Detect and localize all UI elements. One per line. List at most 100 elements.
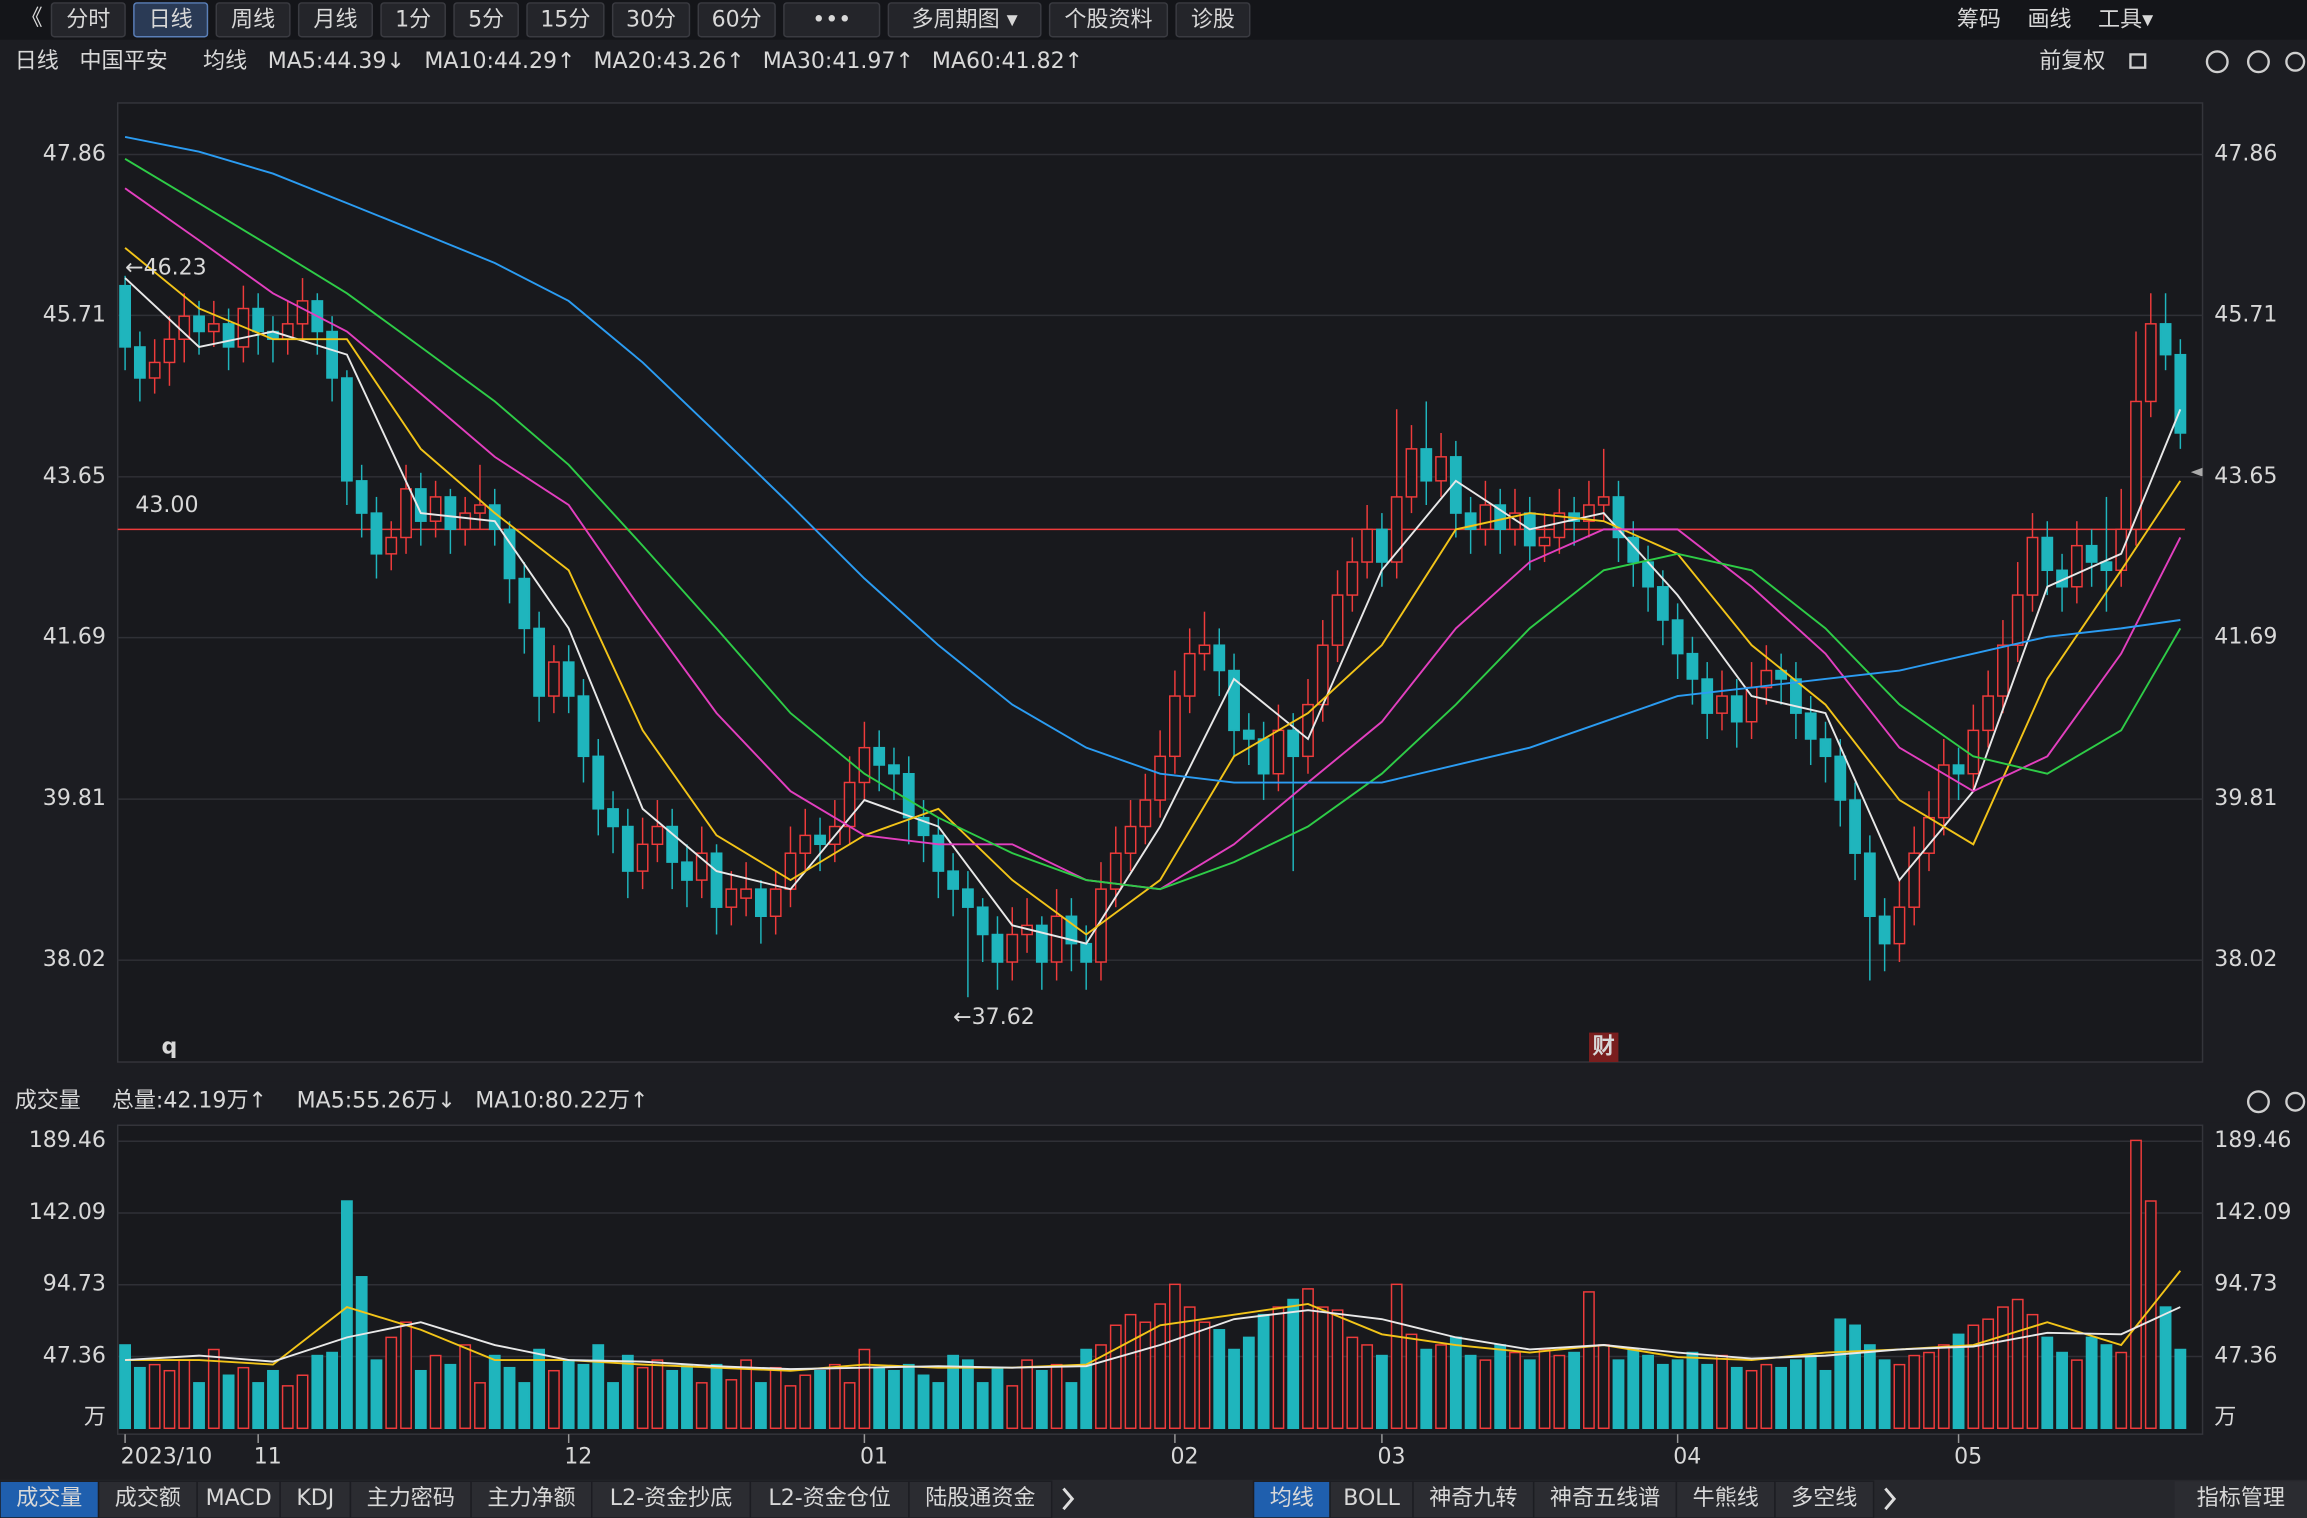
ma-tab[interactable] <box>1412 1480 1535 1518</box>
volume-bar <box>1183 1306 1196 1430</box>
y-tick-label: 142.09 <box>29 1200 106 1225</box>
toolbar-button[interactable] <box>1048 2 1169 38</box>
toolbar-tool[interactable]: 工具▾ <box>2098 8 2153 33</box>
indicator-tab-label[interactable]: 主力密码 <box>367 1486 455 1511</box>
back-button[interactable]: 《 <box>21 6 43 31</box>
indicator-tab[interactable] <box>749 1480 910 1518</box>
indicator-tab[interactable] <box>0 1480 100 1518</box>
candle-body <box>1597 496 1610 506</box>
toolbar-button[interactable] <box>887 2 1042 38</box>
toolbar-button[interactable] <box>215 2 291 38</box>
tabs-scroll[interactable] <box>1062 1487 1075 1511</box>
volume-bar <box>1612 1359 1625 1430</box>
indicator-tab-label[interactable]: L2-资金抄底 <box>610 1486 732 1511</box>
toolbar-button[interactable] <box>453 2 519 38</box>
toolbar-button-label[interactable]: 15分 <box>540 8 590 33</box>
candle-body <box>355 480 368 514</box>
adjust-mode[interactable]: 前复权 <box>2039 49 2105 74</box>
indicator-tab[interactable] <box>349 1480 472 1518</box>
ma-tab-label[interactable]: BOLL <box>1343 1486 1400 1511</box>
candle-body <box>1494 504 1507 531</box>
volume-title: 成交量 <box>15 1089 81 1114</box>
toolbar-button-label[interactable]: 个股资料 <box>1064 8 1152 33</box>
candle-body <box>2041 536 2054 572</box>
ma-tab-label[interactable]: 神奇九转 <box>1429 1486 1517 1511</box>
indicator-tab-label[interactable]: 成交额 <box>115 1486 181 1511</box>
volume-bar <box>991 1366 1004 1430</box>
toolbar-button-label[interactable]: 分时 <box>66 8 110 33</box>
indicator-tab-label[interactable]: MACD <box>206 1486 272 1511</box>
ma-tab[interactable] <box>1675 1480 1776 1518</box>
toolbar-button[interactable] <box>611 2 691 38</box>
y-tick-label-right: 94.73 <box>2214 1272 2277 1297</box>
indicator-tab[interactable] <box>908 1480 1053 1518</box>
manage-label[interactable]: 指标管理 <box>2197 1486 2285 1511</box>
ma-tab-label[interactable]: 均线 <box>1270 1486 1314 1511</box>
candle-body <box>1716 695 1728 714</box>
toolbar-button-label[interactable]: 周线 <box>231 8 275 33</box>
toolbar-button-label[interactable]: 30分 <box>626 8 676 33</box>
toolbar-button[interactable] <box>1175 2 1251 38</box>
toolbar-tool[interactable]: 画线 <box>2027 8 2071 33</box>
toolbar-button[interactable] <box>380 2 446 38</box>
volume-bar <box>193 1382 205 1430</box>
toolbar-button-label[interactable]: 诊股 <box>1191 8 1235 33</box>
indicator-tab-label[interactable]: 陆股通资金 <box>925 1486 1035 1511</box>
y-tick-label: 47.86 <box>43 142 106 167</box>
toolbar-button-label[interactable]: 日线 <box>149 8 193 33</box>
toolbar-button-label[interactable]: 5分 <box>468 8 504 33</box>
candle-body <box>1080 942 1093 963</box>
toolbar-button-label[interactable]: ••• <box>812 8 851 33</box>
candle-body <box>621 825 634 872</box>
volume-bar <box>444 1363 457 1430</box>
ma-tab-label[interactable]: 多空线 <box>1791 1486 1857 1511</box>
volume-bar <box>1095 1344 1107 1430</box>
toolbar-button[interactable] <box>50 2 126 38</box>
toolbar-tool[interactable]: 筹码 <box>1957 8 2001 33</box>
candle-body <box>1627 536 1640 563</box>
event-marker[interactable]: 财 <box>1593 1034 1615 1059</box>
toolbar-button[interactable] <box>297 2 373 38</box>
volume-bar <box>1716 1354 1728 1430</box>
volume-bar <box>1745 1369 1758 1430</box>
indicator-tab[interactable] <box>591 1480 752 1518</box>
toolbar-button[interactable] <box>783 2 881 38</box>
volume-bar <box>1405 1333 1418 1430</box>
ma-line <box>125 1306 2181 1371</box>
ma-title: 均线 <box>203 49 247 74</box>
toolbar-button-label[interactable]: 60分 <box>712 8 762 33</box>
indicator-tab[interactable] <box>97 1480 198 1518</box>
candle-body <box>326 330 339 379</box>
toolbar-button-label[interactable]: 1分 <box>395 8 431 33</box>
ma-tab[interactable] <box>1532 1480 1678 1518</box>
candle-body <box>681 861 693 881</box>
volume-bar <box>1878 1359 1891 1430</box>
toolbar-button[interactable] <box>133 2 209 38</box>
ma-tab-label[interactable]: 神奇五线谱 <box>1550 1486 1660 1511</box>
volume-bar <box>1583 1291 1595 1430</box>
event-marker[interactable]: q <box>162 1034 178 1059</box>
manage-button[interactable] <box>2174 1481 2307 1518</box>
tabs-scroll[interactable] <box>1884 1487 1897 1511</box>
ma-tab-label[interactable]: 牛熊线 <box>1693 1486 1759 1511</box>
volume-bar <box>607 1382 619 1430</box>
candle-body <box>1730 695 1743 723</box>
toolbar-button[interactable] <box>526 2 605 38</box>
toolbar-button[interactable] <box>697 2 776 38</box>
indicator-tab-label[interactable]: 成交量 <box>16 1486 82 1511</box>
ma-tab[interactable] <box>1252 1480 1331 1518</box>
volume-bar <box>1863 1344 1876 1430</box>
candle-body <box>843 781 856 828</box>
toolbar-button-label[interactable]: 多周期图 ▾ <box>911 8 1017 33</box>
toolbar-button-label[interactable]: 月线 <box>313 8 357 33</box>
x-tick-label: 04 <box>1673 1445 1701 1470</box>
indicator-tab-label[interactable]: KDJ <box>296 1486 334 1511</box>
volume-bar <box>725 1379 738 1430</box>
candle-body <box>1464 512 1477 531</box>
indicator-tab-label[interactable]: 主力净额 <box>487 1486 575 1511</box>
volume-bar <box>2144 1200 2157 1430</box>
ma-tab[interactable] <box>1774 1480 1875 1518</box>
candle-body <box>518 577 531 630</box>
indicator-tab-label[interactable]: L2-资金仓位 <box>768 1486 890 1511</box>
candle-body <box>207 323 220 333</box>
